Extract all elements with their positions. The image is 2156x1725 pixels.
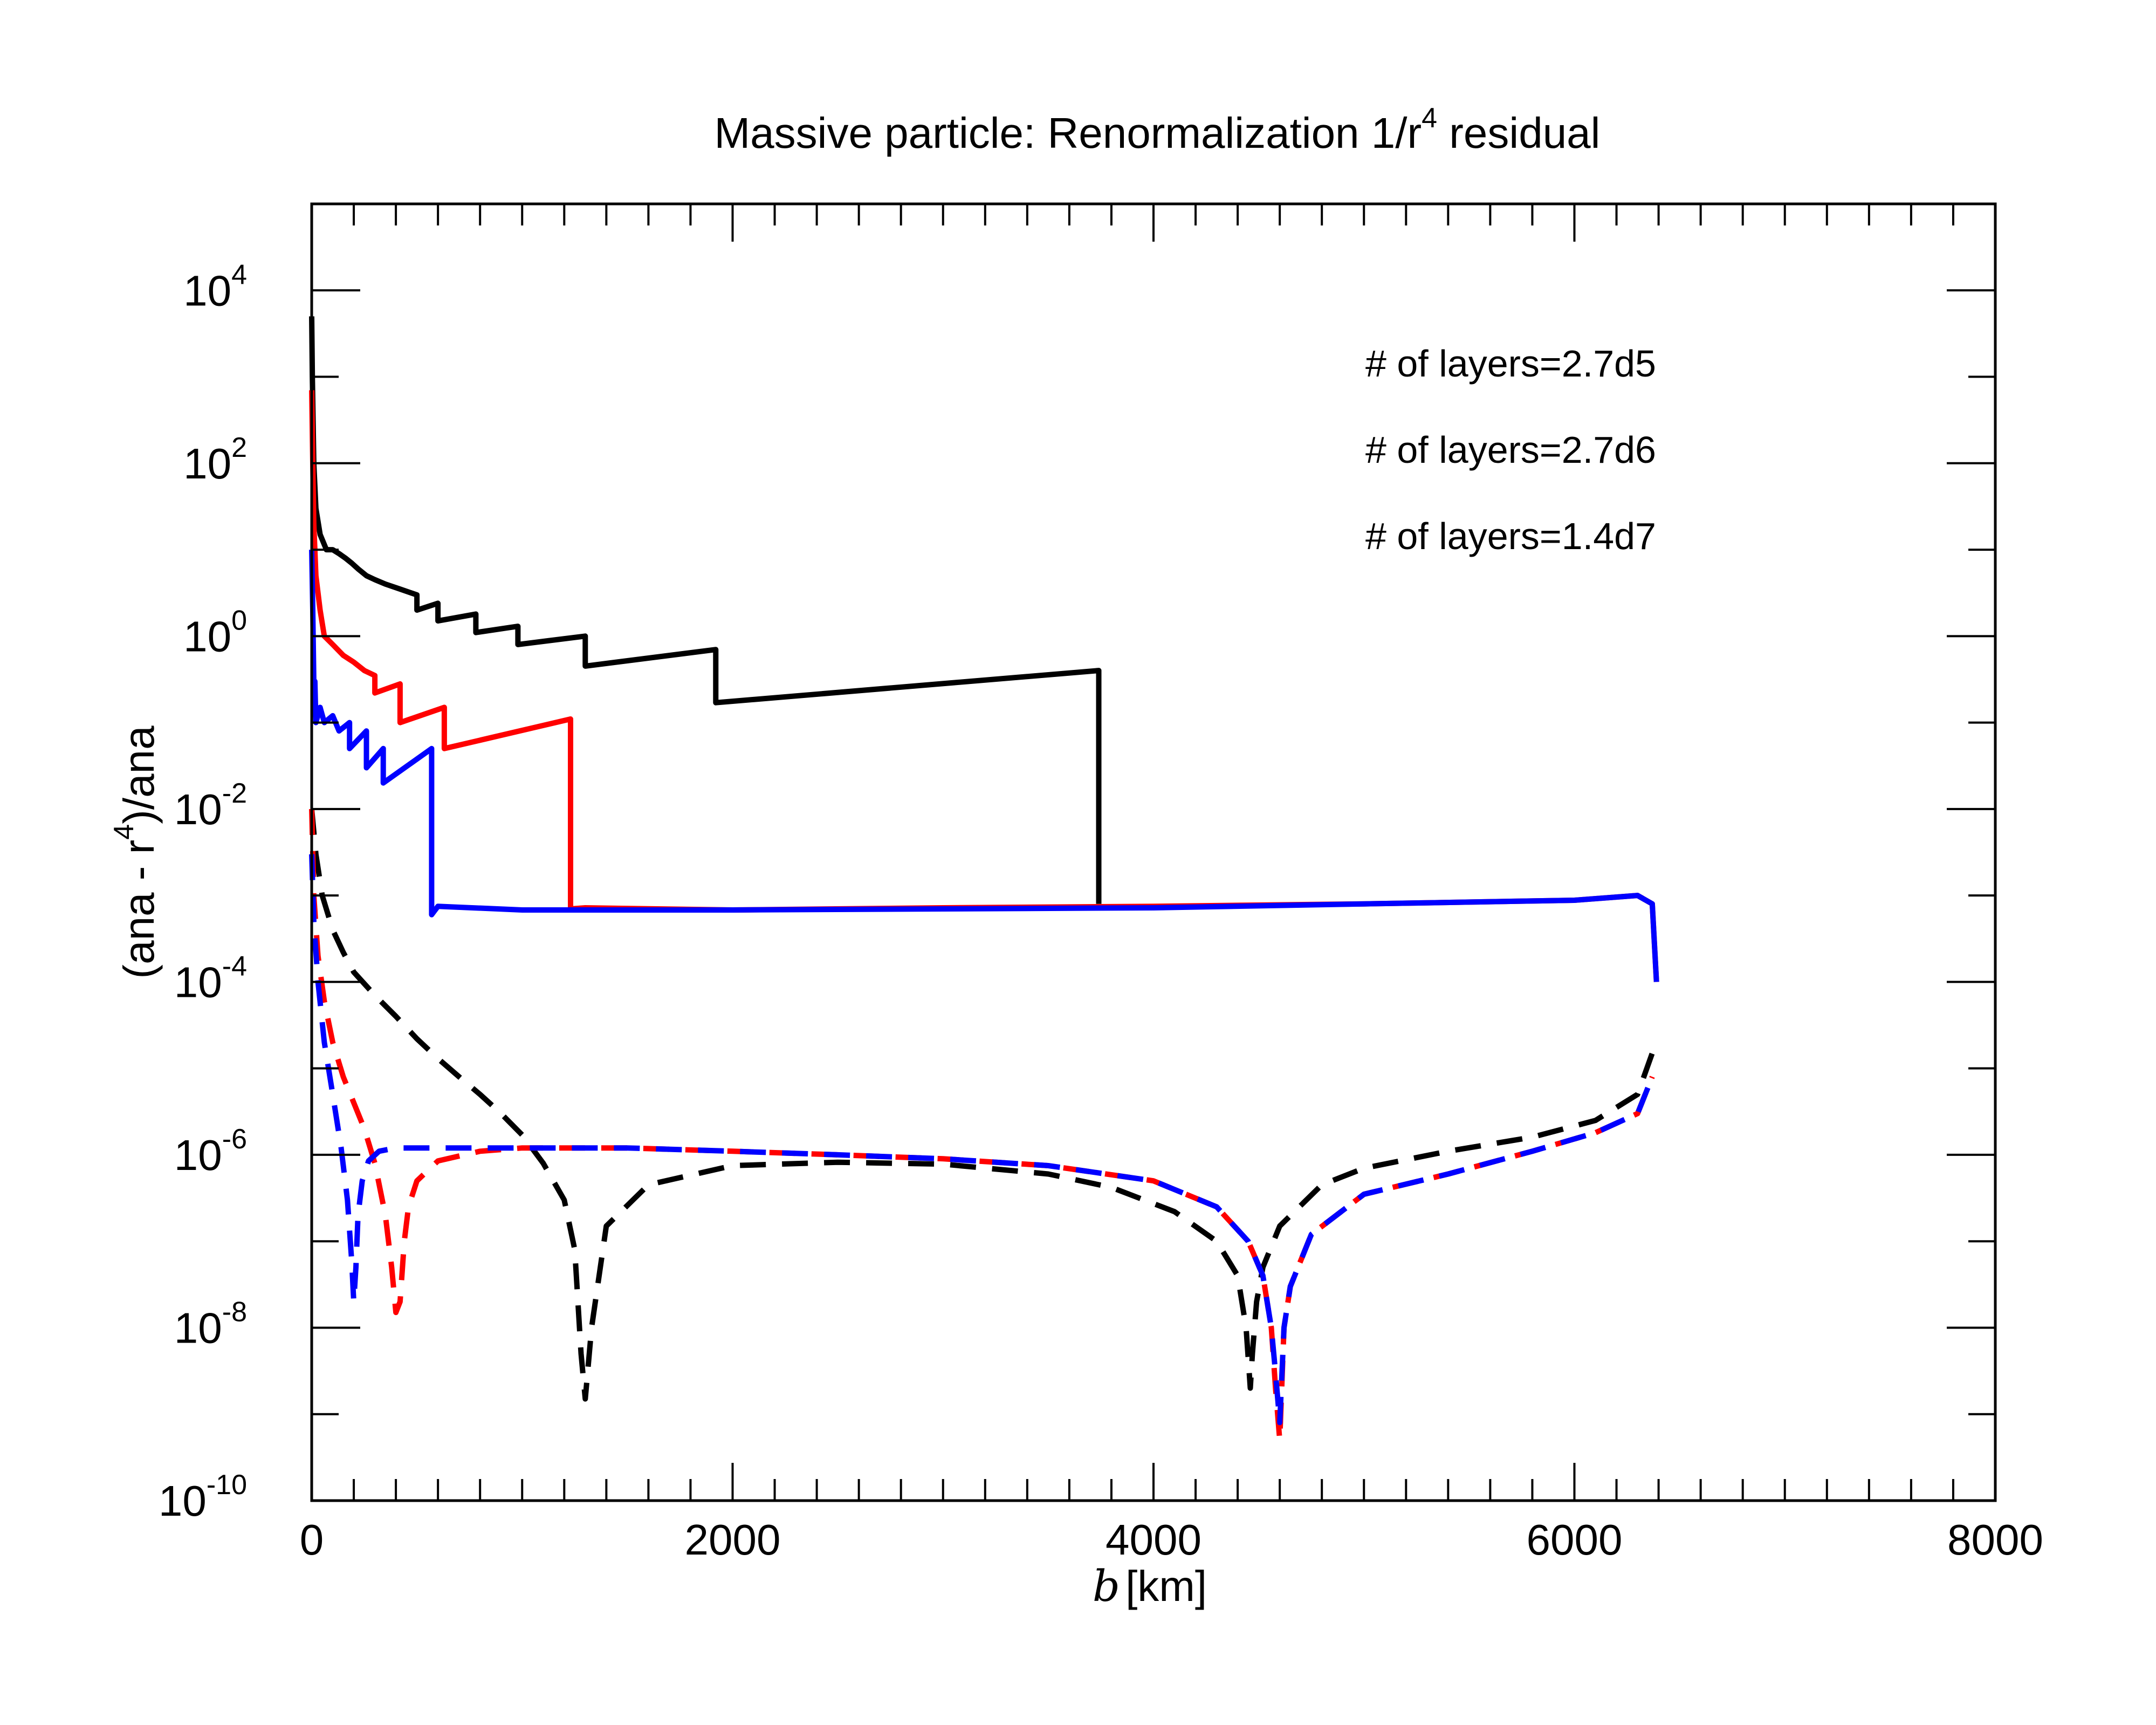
series-line-2-7d5-solid [309, 316, 1102, 904]
series-line-2-7d6-dashed [309, 809, 1655, 1443]
y-tick-label: 10-2 [174, 778, 247, 833]
y-tick-label: 104 [183, 259, 247, 314]
series-line-1-4d7-dashed [309, 854, 1655, 1426]
x-tick-label: 8000 [1947, 1516, 2043, 1564]
chart-title: Massive particle: Renormalization 1/r4 r… [715, 102, 1601, 157]
series-line-2-7d6-solid [309, 390, 1659, 982]
x-tick-labels: 0 2000 4000 6000 8000 [300, 1516, 2043, 1564]
x-tick-label: 4000 [1106, 1516, 1201, 1564]
x-tick-label: 2000 [685, 1516, 781, 1564]
series-line-2-7d5-dashed [309, 809, 1655, 1402]
series-line-1-4d7-solid [309, 550, 1659, 982]
y-tick-label: 100 [183, 605, 247, 660]
y-tick-labels: 10-10 10-8 10-6 10-4 10-2 100 102 104 [159, 259, 247, 1525]
y-axis-label: (ana - r4)/ana [108, 725, 163, 979]
series-layer [309, 316, 1659, 1443]
legend-entry-1-4d7: # of layers=1.4d7 [1365, 515, 1656, 557]
y-tick-label: 10-10 [159, 1469, 247, 1525]
y-tick-label: 10-8 [174, 1296, 247, 1352]
plot-frame [310, 202, 1997, 1502]
y-tick-label: 102 [183, 432, 247, 488]
y-tick-label: 10-4 [174, 950, 247, 1006]
x-axis-label: b [km] [1093, 1561, 1207, 1611]
legend-entry-2-7d5: # of layers=2.7d5 [1365, 343, 1656, 385]
x-tick-label: 6000 [1527, 1516, 1623, 1564]
x-tick-label: 0 [300, 1516, 324, 1564]
tick-marks [312, 204, 1995, 1501]
y-tick-label: 10-6 [174, 1124, 247, 1179]
legend-entry-2-7d6: # of layers=2.7d6 [1365, 429, 1656, 471]
